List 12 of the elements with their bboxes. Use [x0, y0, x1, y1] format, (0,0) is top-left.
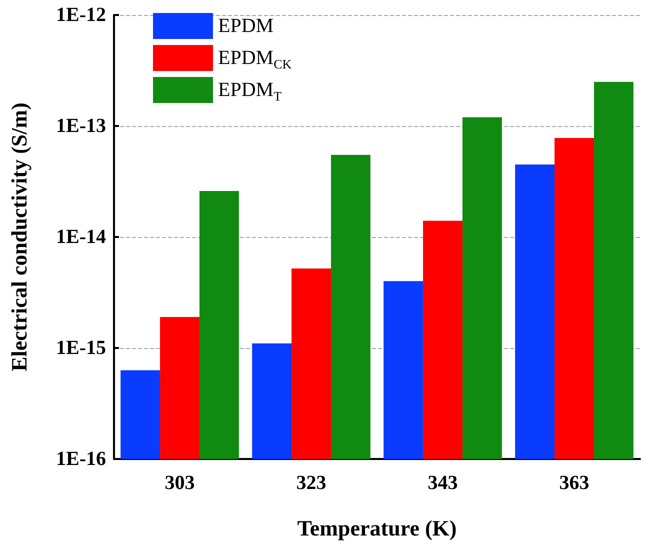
- x-tick-label: 323: [296, 472, 326, 494]
- x-axis-title: Temperature (K): [297, 516, 457, 540]
- x-tick-label: 343: [428, 472, 458, 494]
- x-tick-label: 363: [559, 472, 590, 494]
- y-tick-label: 1E-16: [56, 448, 106, 470]
- legend-label: EPDM: [218, 15, 274, 37]
- y-tick-label: 1E-14: [56, 226, 106, 248]
- x-tick-label: 303: [164, 472, 195, 494]
- y-tick-label: 1E-12: [56, 4, 106, 26]
- y-axis-title: Electrical conductivity (S/m): [6, 102, 32, 372]
- y-tick-label: 1E-15: [56, 337, 106, 359]
- y-tick-label: 1E-13: [56, 115, 106, 137]
